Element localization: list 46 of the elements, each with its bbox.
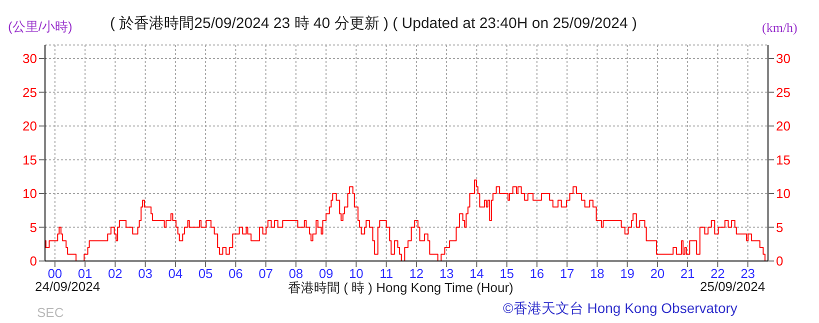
x-tick-label: 15 — [500, 266, 514, 282]
x-tick-label: 21 — [680, 266, 695, 282]
y-tick-label: 20 — [22, 118, 37, 134]
x-tick-label: 16 — [530, 266, 544, 282]
chart-title: ( 於香港時間25/09/2024 23 時 40 分更新 ) ( Updated at 23:40H on 25/09/2024 ) — [110, 14, 637, 33]
y-tick-label: 10 — [22, 186, 37, 202]
x-tick-label: 08 — [288, 266, 304, 282]
x-tick-label: 06 — [228, 266, 243, 282]
text: SEC — [37, 305, 64, 320]
x-tick-label: 20 — [650, 266, 665, 282]
y-tick-label: 30 — [22, 51, 37, 66]
y2-tick-label: 0 — [776, 254, 784, 269]
y-tick-label: 0 — [30, 254, 37, 269]
x-tick-label: 13 — [439, 266, 454, 282]
y2-tick-label: 10 — [776, 186, 790, 202]
y2-tick-label: 30 — [776, 51, 790, 66]
x-tick-label: 03 — [138, 266, 153, 282]
x-tick-label: 00 — [48, 266, 62, 282]
x-tick-label: 04 — [168, 266, 183, 282]
y2-tick-label: 15 — [776, 152, 790, 168]
x-tick-label: 22 — [710, 266, 725, 282]
text: ©香港天文台 Hong Kong Observatory — [503, 300, 738, 318]
x-tick-label: 11 — [380, 266, 394, 282]
x-tick-label: 02 — [108, 266, 122, 282]
x-tick-label: 01 — [78, 266, 92, 282]
y-tick-label: 15 — [22, 152, 37, 168]
x-tick-label: 10 — [348, 266, 364, 282]
y2-tick-label: 25 — [776, 84, 790, 100]
y2-axis-title: (km/h) — [762, 20, 798, 36]
y-tick-label: 5 — [30, 220, 37, 235]
x-tick-label: 17 — [560, 266, 574, 282]
y-axis-title: (公里/小時) — [8, 18, 72, 36]
x-tick-label: 23 — [740, 266, 756, 282]
x-tick-label: 07 — [258, 266, 274, 282]
x-axis-title: 香港時間 ( 時 ) Hong Kong Time (Hour) — [288, 279, 514, 297]
x-tick-label: 18 — [590, 266, 604, 282]
x-tick-label: 12 — [409, 266, 424, 282]
text: 25/09/2024 — [700, 279, 766, 294]
x-tick-label: 14 — [469, 266, 484, 282]
x-tick-label: 19 — [620, 266, 635, 282]
text: 24/09/2024 — [35, 279, 100, 294]
y2-tick-label: 5 — [776, 220, 784, 235]
x-tick-label: 09 — [318, 266, 334, 282]
x-tick-label: 05 — [198, 266, 213, 282]
y-tick-label: 25 — [22, 84, 37, 100]
y2-tick-label: 20 — [776, 118, 790, 134]
